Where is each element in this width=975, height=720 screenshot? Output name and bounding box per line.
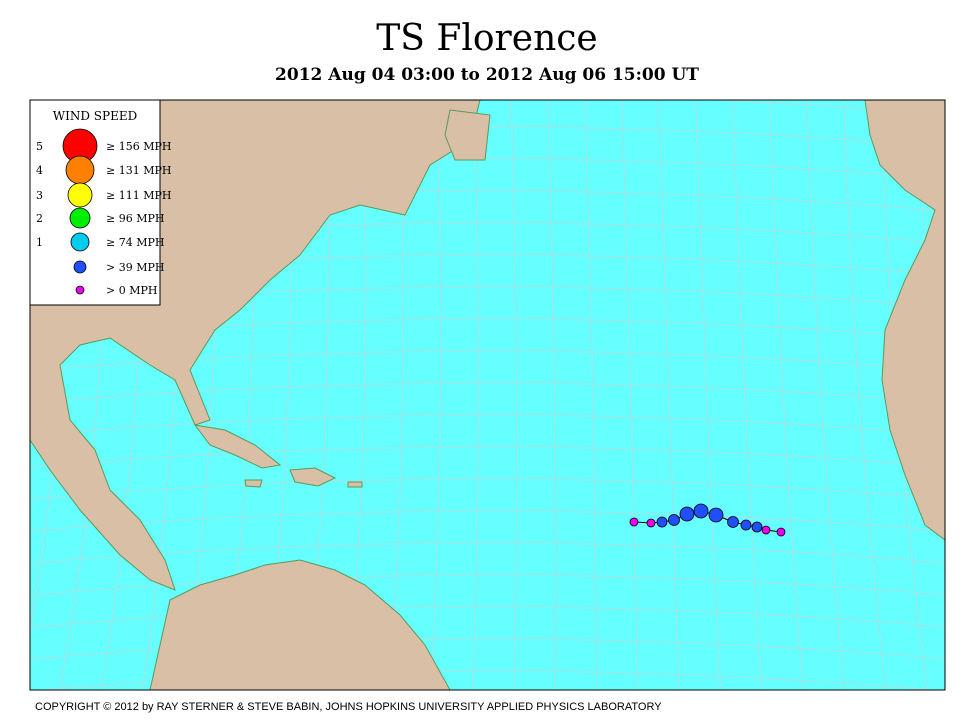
meridian [30, 100, 32, 274]
map: WIND SPEED 5 ≥ 156 MPH 4 ≥ 131 MPH 3 ≥ 111 MP… [29, 99, 975, 700]
parallel [30, 510, 945, 532]
meridian [806, 100, 845, 690]
europe-africa [864, 100, 945, 541]
legend-swatch [70, 232, 90, 252]
parallel [30, 542, 945, 564]
track-point [740, 519, 752, 531]
cuba [193, 424, 282, 469]
parallel [30, 606, 945, 628]
legend: WIND SPEED 5 ≥ 156 MPH 4 ≥ 131 MPH 3 ≥ 111 MP… [29, 99, 171, 306]
legend-swatch [65, 155, 95, 185]
map-subtitle: 2012 Aug 04 03:00 to 2012 Aug 06 15:00 U… [275, 65, 699, 85]
legend-label: ≥ 156 MPH [106, 140, 171, 153]
south-america [149, 559, 451, 690]
track-point [761, 525, 771, 535]
legend-label: ≥ 74 MPH [106, 236, 164, 249]
legend-swatch [67, 182, 93, 208]
puerto-rico [347, 481, 363, 488]
legend-swatch [73, 260, 87, 274]
map-title: TS Florence [376, 18, 597, 59]
meridian [472, 100, 480, 690]
meridian [584, 100, 598, 690]
track-point [776, 527, 786, 537]
legend-box [29, 99, 161, 306]
track-point [656, 516, 668, 528]
legend-category: 3 [36, 189, 43, 202]
meridian [510, 100, 518, 690]
parallel [30, 382, 945, 404]
track-point [679, 506, 695, 522]
legend-category: 1 [36, 236, 43, 249]
meridian [955, 100, 975, 700]
copyright: COPYRIGHT © 2012 by RAY STERNER & STEVE … [35, 701, 662, 713]
parallel [30, 414, 945, 436]
hispaniola [289, 467, 337, 487]
track-point [668, 514, 680, 526]
legend-swatch [75, 285, 85, 295]
legend-label: > 39 MPH [106, 261, 164, 274]
legend-category: 5 [36, 140, 43, 153]
legend-title: WIND SPEED [53, 109, 137, 123]
legend-category: 2 [36, 212, 43, 225]
parallel [30, 446, 945, 468]
track-point [727, 516, 739, 528]
track-point [646, 518, 656, 528]
track-point [693, 503, 709, 519]
legend-swatch [69, 207, 91, 229]
track-point [708, 507, 724, 523]
track-point [751, 521, 763, 533]
meridian [695, 100, 722, 690]
map-frame [29, 99, 946, 691]
legend-label: > 0 MPH [106, 284, 157, 297]
newfoundland [444, 109, 491, 161]
legend-label: ≥ 111 MPH [106, 189, 171, 202]
legend-category: 4 [36, 164, 43, 177]
meridian [621, 100, 639, 690]
storm-track [629, 503, 786, 537]
parallel [30, 478, 945, 500]
jamaica [244, 479, 263, 488]
meridian [843, 100, 887, 690]
meridian [547, 100, 557, 690]
meridian [732, 100, 763, 690]
track-point [629, 517, 639, 527]
meridian [658, 100, 680, 690]
legend-label: ≥ 131 MPH [106, 164, 171, 177]
meridian [431, 100, 442, 690]
legend-label: ≥ 96 MPH [106, 212, 164, 225]
